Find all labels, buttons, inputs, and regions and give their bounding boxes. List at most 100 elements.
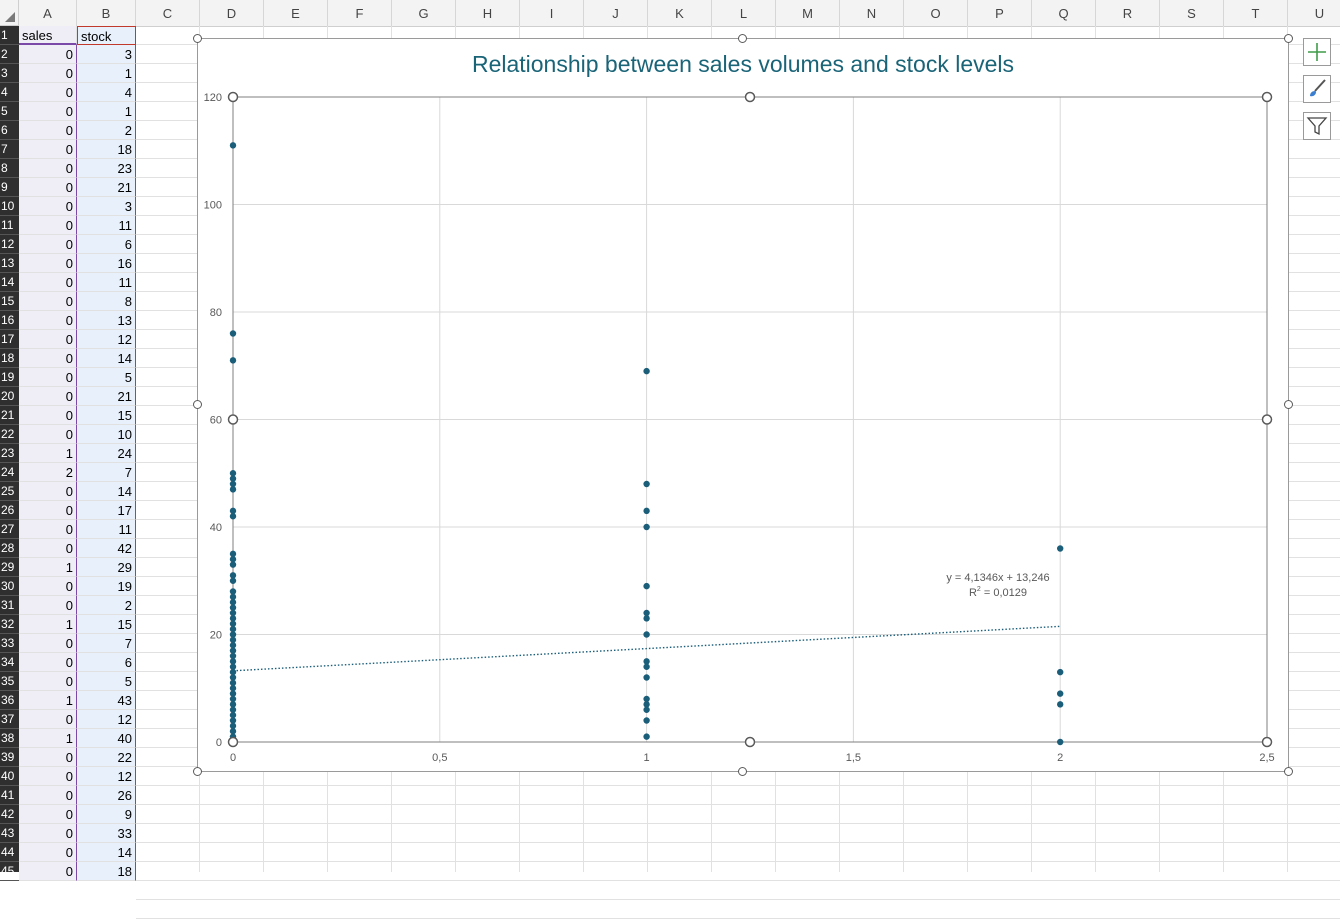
cell-stock[interactable]: 14 bbox=[77, 349, 136, 368]
chart-title[interactable]: Relationship between sales volumes and s… bbox=[471, 51, 1015, 77]
row-header[interactable]: 24 bbox=[0, 463, 19, 482]
column-header-N[interactable]: N bbox=[840, 0, 904, 26]
cell-sales[interactable]: 0 bbox=[19, 653, 77, 672]
cell-sales[interactable]: 1 bbox=[19, 558, 77, 577]
cell-sales[interactable]: 0 bbox=[19, 64, 77, 83]
cell-stock[interactable]: 10 bbox=[77, 425, 136, 444]
row-header[interactable]: 12 bbox=[0, 235, 19, 254]
row-header[interactable]: 30 bbox=[0, 577, 19, 596]
row-header[interactable]: 3 bbox=[0, 64, 19, 83]
column-header-H[interactable]: H bbox=[456, 0, 520, 26]
cell-stock[interactable]: 3 bbox=[77, 45, 136, 64]
cell-A1[interactable]: sales bbox=[19, 26, 77, 45]
column-header-F[interactable]: F bbox=[328, 0, 392, 26]
row-header[interactable]: 37 bbox=[0, 710, 19, 729]
cell-stock[interactable]: 22 bbox=[77, 748, 136, 767]
cell-stock[interactable]: 3 bbox=[77, 197, 136, 216]
cell-stock[interactable]: 21 bbox=[77, 387, 136, 406]
chart-styles-button[interactable] bbox=[1303, 75, 1331, 103]
cell-sales[interactable]: 0 bbox=[19, 520, 77, 539]
cell-sales[interactable]: 0 bbox=[19, 330, 77, 349]
row-header[interactable]: 5 bbox=[0, 102, 19, 121]
row-header[interactable]: 23 bbox=[0, 444, 19, 463]
column-header-G[interactable]: G bbox=[392, 0, 456, 26]
cell-sales[interactable]: 0 bbox=[19, 159, 77, 178]
row-header-1[interactable]: 1 bbox=[0, 26, 19, 45]
column-header-P[interactable]: P bbox=[968, 0, 1032, 26]
cell-sales[interactable]: 0 bbox=[19, 121, 77, 140]
row-header[interactable]: 42 bbox=[0, 805, 19, 824]
cell-sales[interactable]: 0 bbox=[19, 178, 77, 197]
chart-resize-handle[interactable] bbox=[1284, 34, 1293, 43]
cell-stock[interactable]: 15 bbox=[77, 615, 136, 634]
cell-sales[interactable]: 0 bbox=[19, 273, 77, 292]
column-header-C[interactable]: C bbox=[136, 0, 200, 26]
row-header[interactable]: 18 bbox=[0, 349, 19, 368]
cell-stock[interactable]: 11 bbox=[77, 273, 136, 292]
row-header[interactable]: 6 bbox=[0, 121, 19, 140]
cell-stock[interactable]: 19 bbox=[77, 577, 136, 596]
row-header[interactable]: 8 bbox=[0, 159, 19, 178]
column-header-S[interactable]: S bbox=[1160, 0, 1224, 26]
cell-sales[interactable]: 1 bbox=[19, 729, 77, 748]
plot-area-handle[interactable] bbox=[1261, 414, 1273, 425]
row-header[interactable]: 40 bbox=[0, 767, 19, 786]
row-header[interactable]: 10 bbox=[0, 197, 19, 216]
cell-stock[interactable]: 26 bbox=[77, 786, 136, 805]
cell-sales[interactable]: 0 bbox=[19, 197, 77, 216]
column-header-O[interactable]: O bbox=[904, 0, 968, 26]
cell-sales[interactable]: 1 bbox=[19, 444, 77, 463]
plot-area[interactable]: 0 20 40 60 80 100 120 0 0,5 1 1,5 2 2,5 y = 4,1346x +… bbox=[198, 39, 1288, 771]
row-header[interactable]: 27 bbox=[0, 520, 19, 539]
cell-stock[interactable]: 42 bbox=[77, 539, 136, 558]
column-header-M[interactable]: M bbox=[776, 0, 840, 26]
chart-resize-handle[interactable] bbox=[193, 400, 202, 409]
row-header[interactable]: 17 bbox=[0, 330, 19, 349]
cell-stock[interactable]: 5 bbox=[77, 368, 136, 387]
cell-sales[interactable]: 0 bbox=[19, 140, 77, 159]
cell-stock[interactable]: 12 bbox=[77, 767, 136, 786]
cell-stock[interactable]: 6 bbox=[77, 653, 136, 672]
row-header[interactable]: 20 bbox=[0, 387, 19, 406]
cell-stock[interactable]: 17 bbox=[77, 501, 136, 520]
column-header-B[interactable]: B bbox=[77, 0, 136, 26]
cell-sales[interactable]: 0 bbox=[19, 425, 77, 444]
column-header-D[interactable]: D bbox=[200, 0, 264, 26]
chart-resize-handle[interactable] bbox=[193, 34, 202, 43]
cell-stock[interactable]: 14 bbox=[77, 482, 136, 501]
cell-stock[interactable]: 2 bbox=[77, 596, 136, 615]
cell-B1[interactable]: stock bbox=[77, 26, 136, 45]
chart-resize-handle[interactable] bbox=[738, 767, 747, 776]
cell-stock[interactable]: 11 bbox=[77, 520, 136, 539]
cell-stock[interactable]: 9 bbox=[77, 805, 136, 824]
cell-stock[interactable]: 29 bbox=[77, 558, 136, 577]
cell-sales[interactable]: 0 bbox=[19, 102, 77, 121]
row-header[interactable]: 29 bbox=[0, 558, 19, 577]
row-header[interactable]: 35 bbox=[0, 672, 19, 691]
cell-sales[interactable]: 0 bbox=[19, 577, 77, 596]
cell-sales[interactable]: 0 bbox=[19, 501, 77, 520]
row-header[interactable]: 31 bbox=[0, 596, 19, 615]
row-header[interactable]: 38 bbox=[0, 729, 19, 748]
cell-stock[interactable]: 1 bbox=[77, 102, 136, 121]
select-all-corner[interactable] bbox=[0, 0, 19, 26]
row-header[interactable]: 4 bbox=[0, 83, 19, 102]
row-header[interactable]: 13 bbox=[0, 254, 19, 273]
cell-sales[interactable]: 0 bbox=[19, 235, 77, 254]
chart-filters-button[interactable] bbox=[1303, 112, 1331, 140]
cell-stock[interactable]: 18 bbox=[77, 140, 136, 159]
cell-stock[interactable]: 2 bbox=[77, 121, 136, 140]
row-header[interactable]: 7 bbox=[0, 140, 19, 159]
row-header[interactable]: 11 bbox=[0, 216, 19, 235]
cell-stock[interactable]: 7 bbox=[77, 463, 136, 482]
column-header-U[interactable]: U bbox=[1288, 0, 1340, 26]
cell-sales[interactable]: 0 bbox=[19, 368, 77, 387]
cell-stock[interactable]: 8 bbox=[77, 292, 136, 311]
cell-sales[interactable]: 0 bbox=[19, 387, 77, 406]
cell-stock[interactable]: 4 bbox=[77, 83, 136, 102]
plot-area-handle[interactable] bbox=[227, 414, 239, 425]
cell-sales[interactable]: 2 bbox=[19, 463, 77, 482]
plot-area-handle[interactable] bbox=[744, 736, 756, 748]
cell-stock[interactable]: 13 bbox=[77, 311, 136, 330]
row-header[interactable]: 19 bbox=[0, 368, 19, 387]
